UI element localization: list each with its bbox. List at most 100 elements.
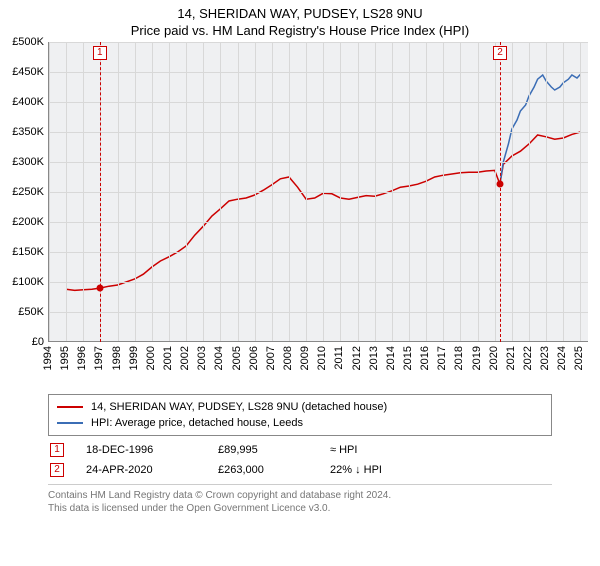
y-tick-label: £100K [12,276,44,288]
x-tick-label: 2011 [333,346,345,370]
sale-marker-dot [497,181,504,188]
y-tick-label: £250K [12,186,44,198]
hgrid-line [49,192,588,193]
x-tick-label: 2002 [179,346,191,370]
plot-area: 12 [48,42,588,342]
x-tick-label: 2019 [471,346,483,370]
vgrid-line [546,42,547,341]
vgrid-line [460,42,461,341]
hgrid-line [49,162,588,163]
x-tick-label: 2009 [299,346,311,370]
sale-badge: 2 [50,463,64,477]
legend-label: 14, SHERIDAN WAY, PUDSEY, LS28 9NU (deta… [91,401,387,413]
x-tick-label: 2025 [573,346,585,370]
hgrid-line [49,102,588,103]
vgrid-line [272,42,273,341]
sale-date: 18-DEC-1996 [86,444,196,456]
y-tick-label: £150K [12,246,44,258]
vgrid-line [203,42,204,341]
x-tick-label: 2023 [539,346,551,370]
vgrid-line [118,42,119,341]
hgrid-line [49,132,588,133]
legend-row: 14, SHERIDAN WAY, PUDSEY, LS28 9NU (deta… [57,399,543,415]
sale-guide-line [100,42,101,342]
sale-marker-dot [96,285,103,292]
x-tick-label: 2016 [419,346,431,370]
vgrid-line [289,42,290,341]
y-tick-label: £500K [12,36,44,48]
x-tick-label: 2018 [453,346,465,370]
vgrid-line [443,42,444,341]
x-tick-label: 1996 [76,346,88,370]
x-tick-label: 2006 [248,346,260,370]
x-tick-label: 1994 [42,346,54,370]
x-tick-label: 1998 [111,346,123,370]
vgrid-line [426,42,427,341]
footer: Contains HM Land Registry data © Crown c… [48,484,552,515]
vgrid-line [135,42,136,341]
sale-price: £89,995 [218,444,308,456]
hgrid-line [49,72,588,73]
x-tick-label: 1997 [93,346,105,370]
y-tick-label: £350K [12,126,44,138]
sales-table-row: 224-APR-2020£263,00022% ↓ HPI [48,460,552,480]
sale-price: £263,000 [218,464,308,476]
vgrid-line [495,42,496,341]
vgrid-line [478,42,479,341]
sale-marker-badge: 2 [493,46,507,60]
x-tick-label: 2021 [505,346,517,370]
x-tick-label: 2001 [162,346,174,370]
x-tick-label: 2004 [213,346,225,370]
vgrid-line [392,42,393,341]
sale-vs-hpi: ≈ HPI [330,444,357,456]
x-tick-label: 2005 [231,346,243,370]
page-title: 14, SHERIDAN WAY, PUDSEY, LS28 9NU [0,6,600,21]
legend-row: HPI: Average price, detached house, Leed… [57,415,543,431]
price-chart: £0£50K£100K£150K£200K£250K£300K£350K£400… [0,42,600,388]
y-tick-label: £50K [18,306,44,318]
legend-label: HPI: Average price, detached house, Leed… [91,417,303,429]
footer-line-1: Contains HM Land Registry data © Crown c… [48,489,552,502]
page-subtitle: Price paid vs. HM Land Registry's House … [0,23,600,38]
x-tick-label: 2007 [265,346,277,370]
vgrid-line [340,42,341,341]
vgrid-line [169,42,170,341]
x-tick-label: 2012 [351,346,363,370]
vgrid-line [358,42,359,341]
hgrid-line [49,312,588,313]
x-tick-label: 2024 [556,346,568,370]
hgrid-line [49,222,588,223]
x-tick-label: 2008 [282,346,294,370]
legend-swatch [57,406,83,408]
hgrid-line [49,42,588,43]
vgrid-line [409,42,410,341]
vgrid-line [306,42,307,341]
x-tick-label: 2003 [196,346,208,370]
vgrid-line [529,42,530,341]
vgrid-line [220,42,221,341]
legend: 14, SHERIDAN WAY, PUDSEY, LS28 9NU (deta… [48,394,552,436]
vgrid-line [238,42,239,341]
x-tick-label: 2017 [436,346,448,370]
x-tick-label: 2022 [522,346,534,370]
vgrid-line [563,42,564,341]
x-tick-label: 2013 [368,346,380,370]
y-tick-label: £400K [12,96,44,108]
vgrid-line [255,42,256,341]
sales-table: 118-DEC-1996£89,995≈ HPI224-APR-2020£263… [48,440,552,480]
vgrid-line [83,42,84,341]
y-tick-label: £300K [12,156,44,168]
x-tick-label: 2014 [385,346,397,370]
y-axis: £0£50K£100K£150K£200K£250K£300K£350K£400… [0,42,48,342]
x-tick-label: 2015 [402,346,414,370]
sale-marker-badge: 1 [93,46,107,60]
x-tick-label: 2010 [316,346,328,370]
hgrid-line [49,282,588,283]
x-tick-label: 2020 [488,346,500,370]
vgrid-line [152,42,153,341]
x-tick-label: 2000 [145,346,157,370]
y-tick-label: £200K [12,216,44,228]
vgrid-line [580,42,581,341]
sales-table-row: 118-DEC-1996£89,995≈ HPI [48,440,552,460]
vgrid-line [66,42,67,341]
